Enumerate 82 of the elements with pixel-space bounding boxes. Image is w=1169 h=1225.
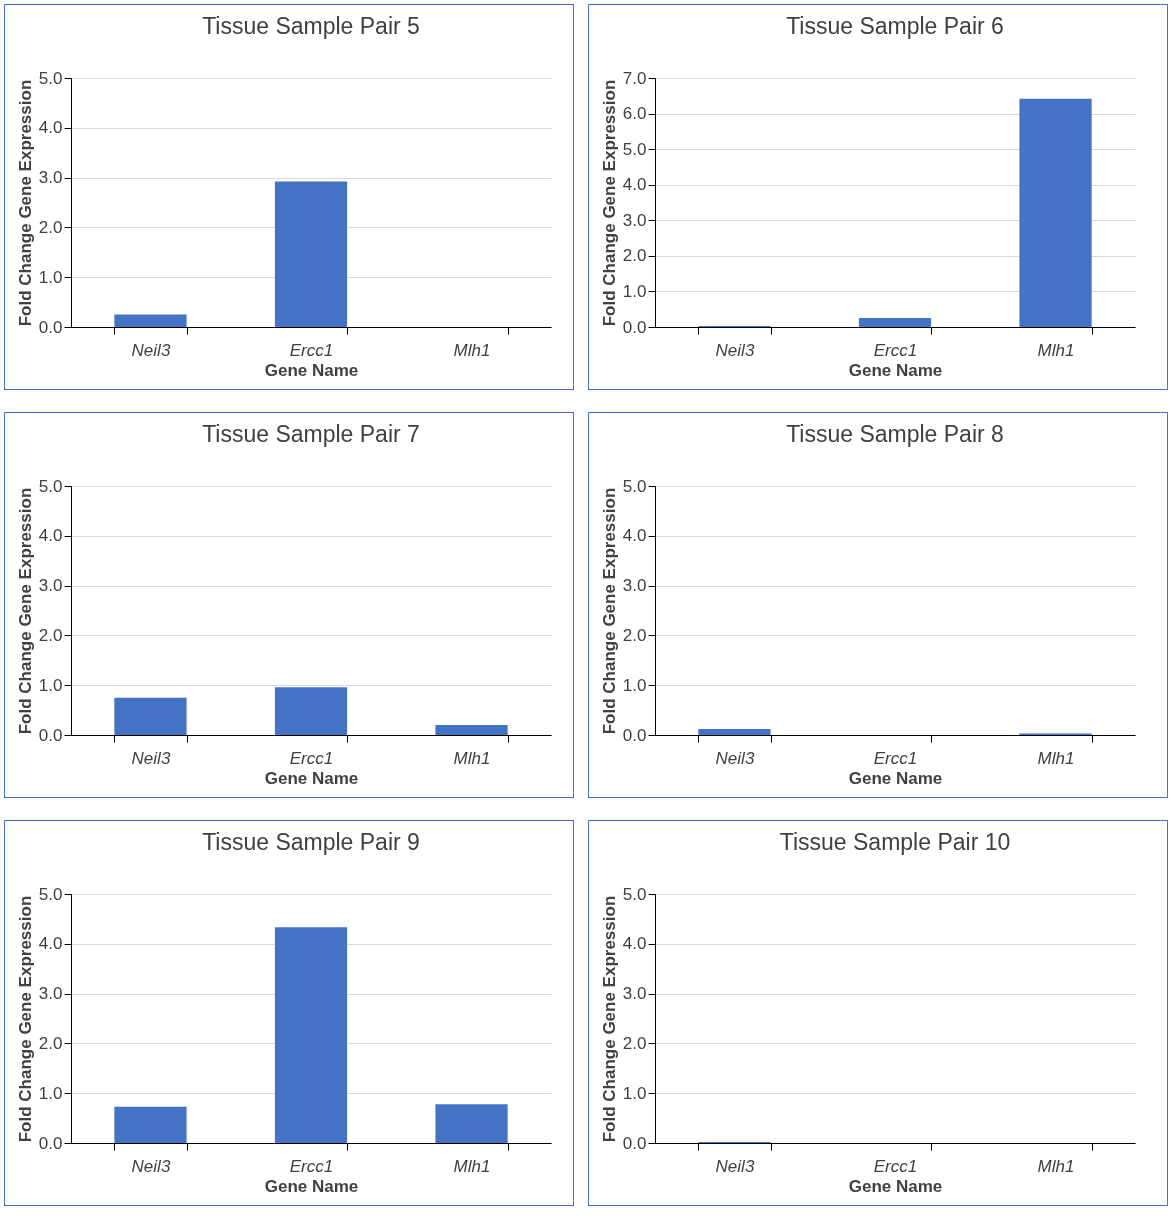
x-tick-label: Ercc1	[873, 1156, 918, 1176]
x-tick-label: Mlh1	[453, 1156, 491, 1176]
x-tick-label: Mlh1	[1037, 1156, 1075, 1176]
x-tick-label: Neil3	[131, 340, 171, 360]
chart-title: Tissue Sample Pair 6	[786, 13, 1004, 39]
chart-title: Tissue Sample Pair 10	[779, 829, 1011, 855]
y-tick-label: 3.0	[38, 168, 63, 188]
x-tick-label: Mlh1	[1037, 748, 1075, 768]
x-tick-label: Neil3	[715, 340, 755, 360]
chart-title: Tissue Sample Pair 5	[202, 13, 420, 39]
x-tick-label: Ercc1	[289, 1156, 334, 1176]
y-tick-label: 0.0	[622, 725, 647, 745]
y-tick-label: 5.0	[38, 68, 63, 88]
chart-title: Tissue Sample Pair 7	[202, 421, 420, 447]
y-tick-label: 4.0	[622, 526, 647, 546]
y-tick-label: 5.0	[622, 139, 647, 159]
y-tick-label: 3.0	[38, 576, 63, 596]
y-tick-label: 1.0	[38, 267, 63, 287]
x-tick-label: Neil3	[131, 748, 171, 768]
x-axis-title: Gene Name	[264, 768, 359, 788]
y-tick-label: 3.0	[622, 210, 647, 230]
y-tick-label: 2.0	[38, 625, 63, 645]
y-tick-label: 4.0	[622, 934, 647, 954]
y-tick-label: 2.0	[622, 625, 647, 645]
y-tick-label: 2.0	[38, 1033, 63, 1053]
y-axis-title: Fold Change Gene Expression	[15, 79, 35, 327]
y-tick-label: 5.0	[622, 476, 647, 496]
x-axis-title: Gene Name	[264, 360, 359, 380]
x-tick-label: Mlh1	[1037, 340, 1075, 360]
y-tick-label: 6.0	[622, 104, 647, 124]
y-tick-label: 4.0	[38, 526, 63, 546]
x-axis-title: Gene Name	[848, 360, 943, 380]
y-tick-label: 1.0	[622, 281, 647, 301]
x-tick-label: Mlh1	[453, 748, 491, 768]
bar	[435, 725, 508, 735]
y-tick-label: 4.0	[38, 934, 63, 954]
x-tick-label: Ercc1	[873, 340, 918, 360]
y-axis-title: Fold Change Gene Expression	[599, 487, 619, 735]
y-tick-label: 2.0	[38, 217, 63, 237]
x-tick-label: Mlh1	[453, 340, 491, 360]
x-axis-title: Gene Name	[264, 1176, 359, 1196]
y-tick-label: 4.0	[38, 118, 63, 138]
bar	[114, 1106, 187, 1143]
x-tick-label: Neil3	[131, 1156, 171, 1176]
y-tick-label: 4.0	[622, 175, 647, 195]
y-tick-label: 3.0	[622, 576, 647, 596]
x-tick-label: Ercc1	[289, 340, 334, 360]
y-tick-label: 1.0	[38, 675, 63, 695]
y-axis-title: Fold Change Gene Expression	[15, 895, 35, 1143]
bar	[435, 1104, 508, 1143]
x-tick-label: Ercc1	[289, 748, 334, 768]
bar	[114, 697, 187, 735]
y-tick-label: 1.0	[622, 675, 647, 695]
x-axis-title: Gene Name	[848, 768, 943, 788]
x-tick-label: Ercc1	[873, 748, 918, 768]
y-tick-label: 5.0	[38, 884, 63, 904]
y-tick-label: 5.0	[38, 476, 63, 496]
y-tick-label: 5.0	[622, 884, 647, 904]
y-axis-title: Fold Change Gene Expression	[599, 895, 619, 1143]
x-axis-title: Gene Name	[848, 1176, 943, 1196]
y-tick-label: 0.0	[38, 725, 63, 745]
y-axis-title: Fold Change Gene Expression	[599, 79, 619, 327]
bar	[858, 318, 932, 327]
y-tick-label: 0.0	[622, 317, 647, 337]
y-tick-label: 0.0	[622, 1133, 647, 1153]
y-tick-label: 2.0	[622, 246, 647, 266]
chart-title: Tissue Sample Pair 9	[202, 829, 420, 855]
bar	[1019, 98, 1092, 327]
y-tick-label: 1.0	[622, 1083, 647, 1103]
y-tick-label: 1.0	[38, 1083, 63, 1103]
y-axis-title: Fold Change Gene Expression	[15, 487, 35, 735]
y-tick-label: 2.0	[622, 1033, 647, 1053]
x-tick-label: Neil3	[715, 1156, 755, 1176]
y-tick-label: 0.0	[38, 1133, 63, 1153]
y-tick-label: 3.0	[38, 984, 63, 1004]
chart-title: Tissue Sample Pair 8	[786, 421, 1004, 447]
bar	[274, 927, 348, 1143]
bar	[274, 687, 348, 735]
y-tick-label: 3.0	[622, 984, 647, 1004]
x-tick-label: Neil3	[715, 748, 755, 768]
y-tick-label: 0.0	[38, 317, 63, 337]
y-tick-label: 7.0	[622, 68, 647, 88]
